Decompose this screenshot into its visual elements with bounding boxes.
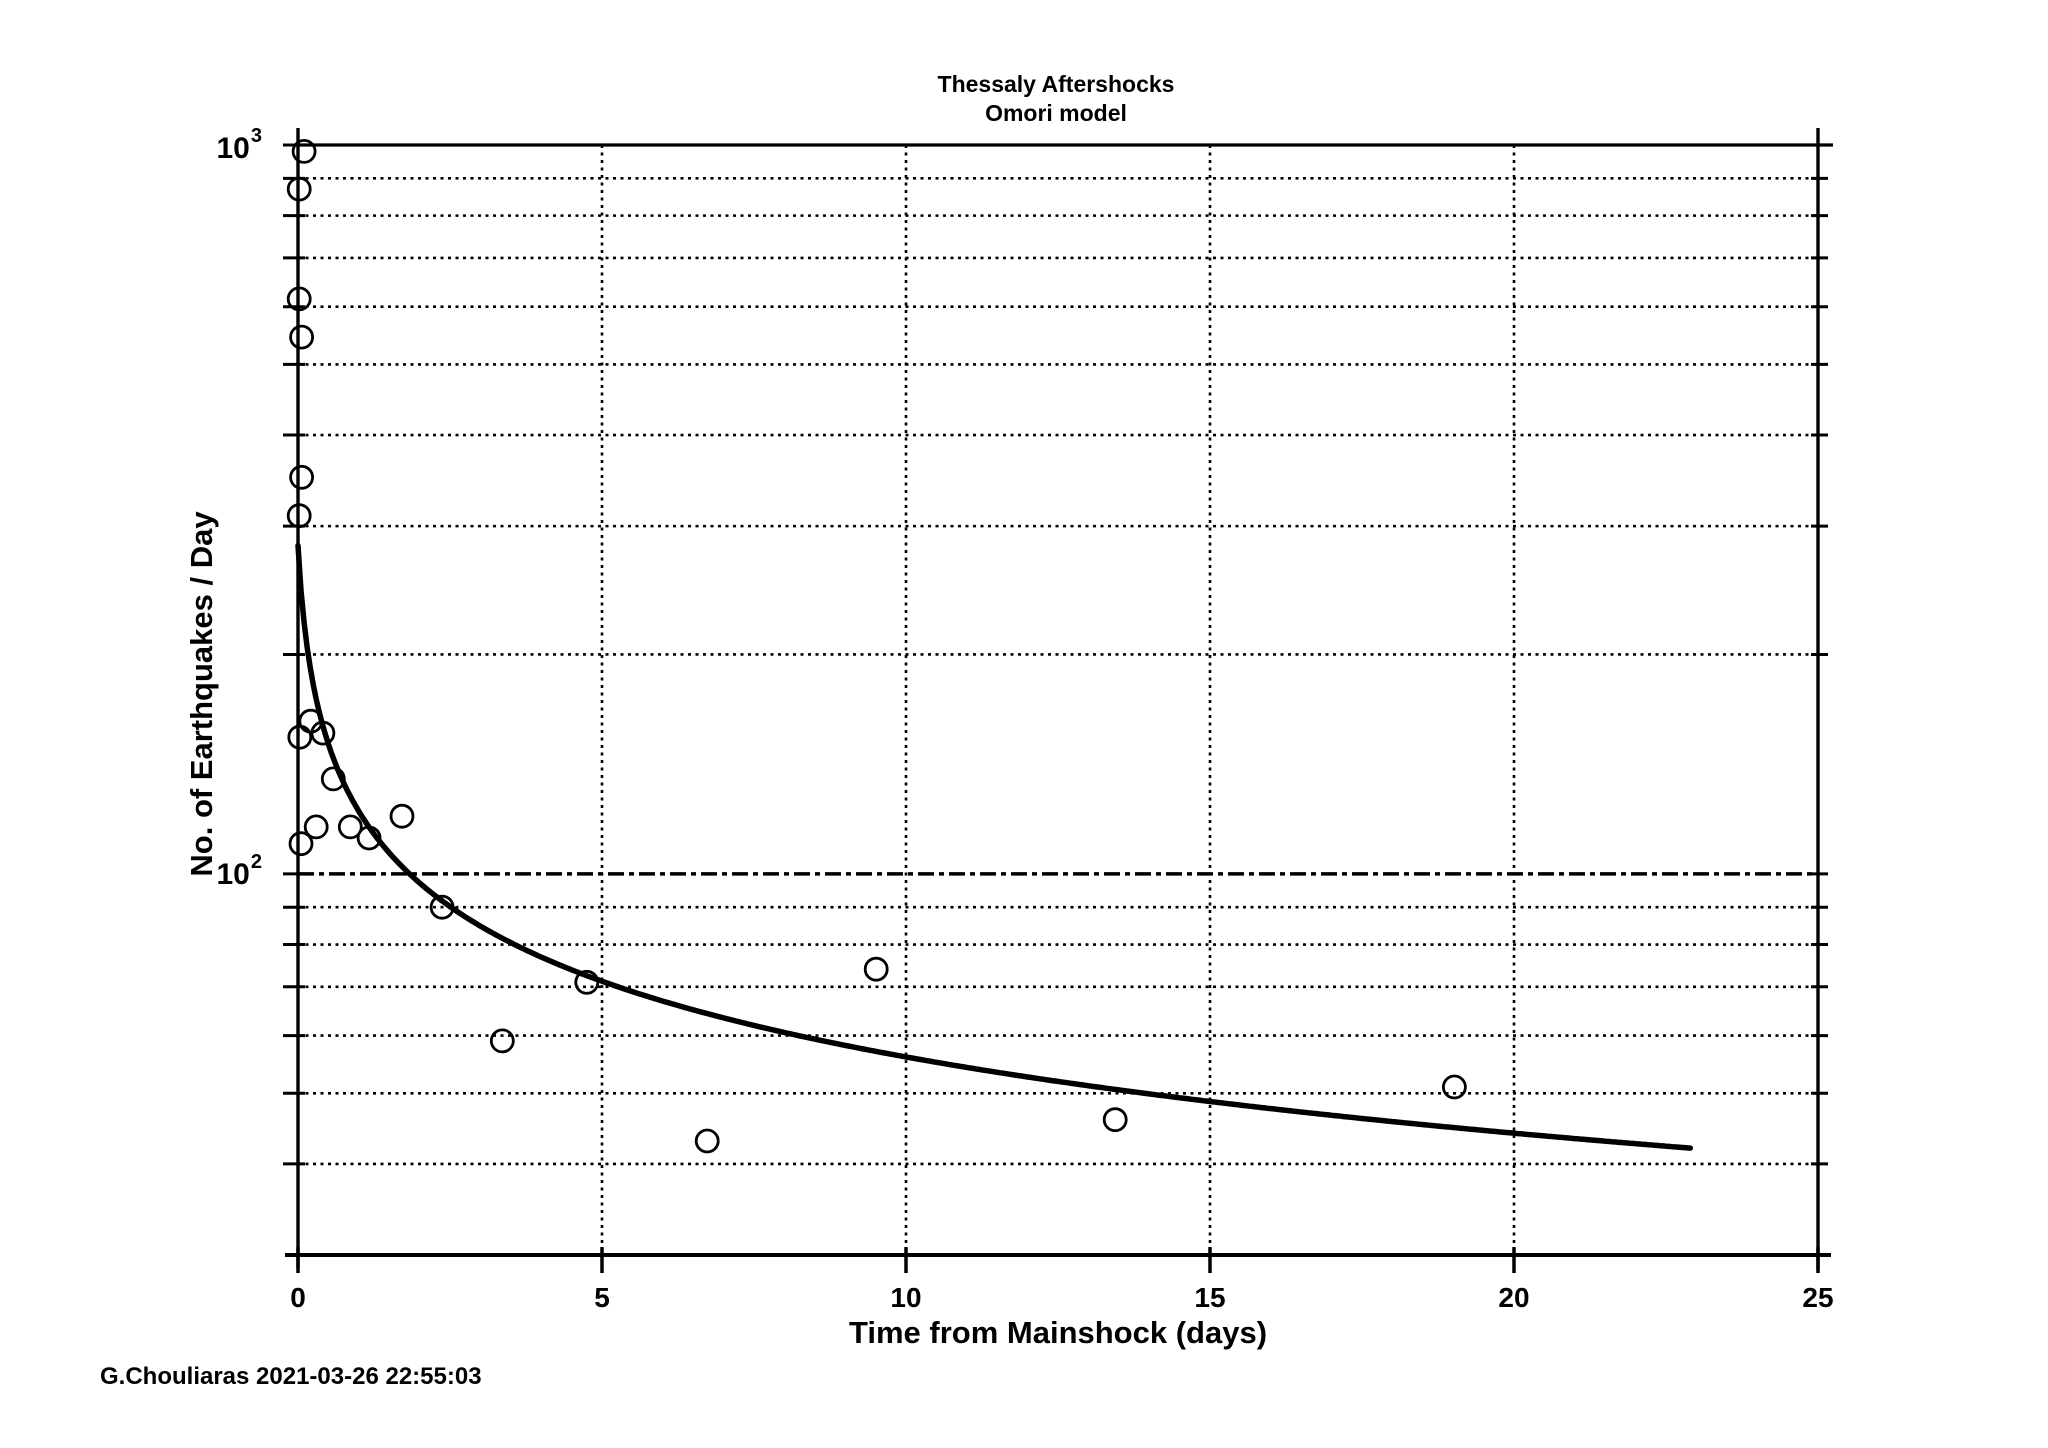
data-point: [287, 724, 313, 750]
data-point: [1442, 1074, 1467, 1100]
axes-and-ticks: [283, 128, 1831, 1273]
x-tick-label: 15: [1194, 1282, 1225, 1313]
data-point: [694, 1128, 720, 1154]
data-point: [356, 825, 382, 851]
x-tick-label: 0: [290, 1282, 306, 1313]
chart-subtitle: Omori model: [985, 100, 1127, 126]
y-tick-label-100: 102: [217, 851, 263, 891]
data-point: [298, 708, 324, 734]
x-axis-label: Time from Mainshock (days): [849, 1315, 1267, 1350]
chart-title: Thessaly Aftershocks: [938, 71, 1175, 97]
data-point: [289, 324, 315, 350]
data-point: [286, 503, 312, 529]
data-point: [429, 894, 455, 920]
y-axis-label: No. of Earthquakes / Day: [184, 511, 219, 877]
x-tick-label: 10: [890, 1282, 921, 1313]
data-point: [286, 176, 312, 202]
data-point: [337, 814, 363, 840]
data-point: [489, 1028, 515, 1054]
data-points: [286, 138, 1467, 1154]
data-point: [574, 969, 600, 995]
y-tick-label-1000: 103: [217, 125, 263, 165]
data-point: [291, 138, 317, 164]
data-point: [286, 286, 312, 312]
data-point: [320, 766, 346, 792]
data-point: [288, 831, 314, 857]
credit-timestamp: G.Chouliaras 2021-03-26 22:55:03: [100, 1363, 482, 1390]
data-point: [389, 803, 415, 829]
x-tick-label: 25: [1802, 1282, 1833, 1313]
x-tick-label: 20: [1498, 1282, 1529, 1313]
data-point: [289, 464, 315, 490]
x-tick-labels: 0 5 10 15 20 25: [290, 1282, 1833, 1313]
data-point: [1102, 1107, 1128, 1133]
gridlines: [298, 143, 1833, 1255]
data-point: [310, 720, 336, 746]
omori-model-curve: [295, 542, 1694, 1151]
x-tick-label: 5: [594, 1282, 610, 1313]
data-point: [863, 956, 889, 982]
data-point: [303, 814, 329, 840]
